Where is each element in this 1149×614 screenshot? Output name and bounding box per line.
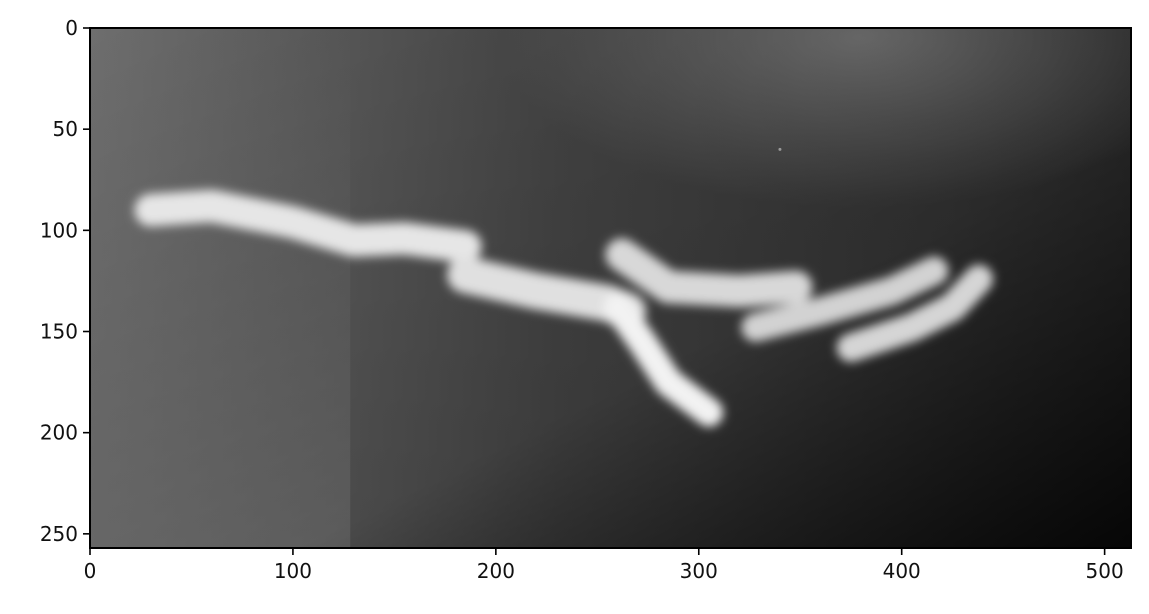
plot-area bbox=[90, 28, 1131, 548]
filament-3 bbox=[605, 238, 813, 308]
y-tick-label: 100 bbox=[40, 218, 78, 242]
x-tick-label: 200 bbox=[477, 559, 515, 583]
y-tick-label: 150 bbox=[40, 320, 78, 344]
heatmap-speck bbox=[778, 147, 782, 151]
plot-frame bbox=[89, 27, 1132, 549]
x-tick-label: 100 bbox=[274, 559, 312, 583]
branch-diagonal bbox=[603, 293, 724, 427]
x-axis: 0 100 200 300 400 500 bbox=[84, 548, 1124, 583]
filament-1 bbox=[134, 189, 482, 263]
y-axis: 0 50 100 150 200 250 bbox=[40, 16, 90, 546]
y-tick-label: 0 bbox=[65, 16, 78, 40]
bright-structures bbox=[134, 189, 994, 427]
y-tick-label: 50 bbox=[53, 117, 78, 141]
x-tick-label: 400 bbox=[883, 559, 921, 583]
x-tick-label: 0 bbox=[84, 559, 97, 583]
x-tick-label: 300 bbox=[680, 559, 718, 583]
filament-4 bbox=[741, 256, 949, 342]
x-tick-label: 500 bbox=[1086, 559, 1124, 583]
y-tick-label: 250 bbox=[40, 522, 78, 546]
y-tick-label: 200 bbox=[40, 421, 78, 445]
filament-5 bbox=[836, 264, 994, 362]
